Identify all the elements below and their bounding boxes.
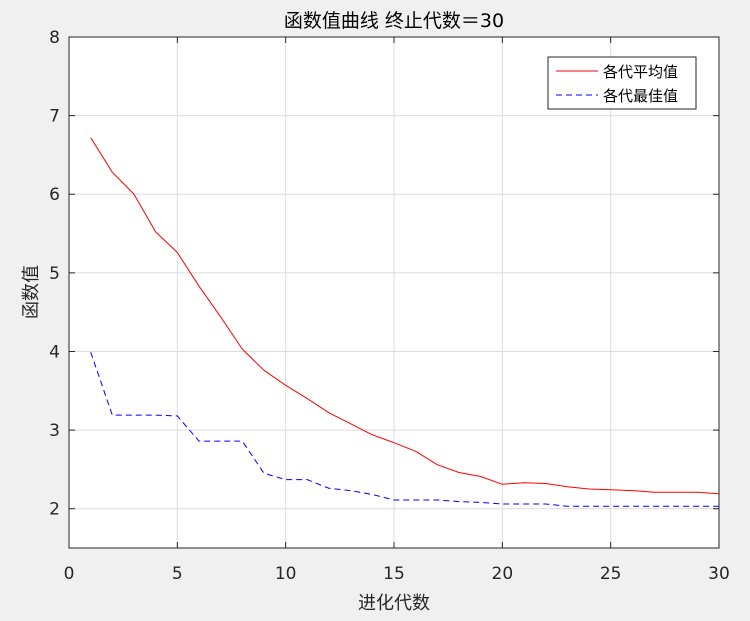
- y-tick-label: 4: [49, 342, 60, 362]
- grid: [69, 37, 719, 548]
- y-axis-label: 函数值: [21, 265, 42, 319]
- x-tick-label: 30: [708, 564, 730, 584]
- y-tick-label: 6: [49, 185, 60, 205]
- y-tick-label: 3: [49, 421, 60, 441]
- legend: 各代平均值 各代最佳值: [547, 56, 697, 110]
- legend-box: [547, 56, 697, 110]
- y-tick-label: 2: [49, 500, 60, 520]
- x-axis-label: 进化代数: [358, 593, 430, 614]
- legend-label-best: 各代最佳值: [603, 87, 678, 105]
- series-layer: [90, 137, 720, 507]
- x-tick-label: 0: [64, 564, 75, 584]
- x-tick-label: 5: [172, 564, 183, 584]
- y-tick-label: 5: [49, 264, 60, 284]
- series-line-best: [90, 352, 719, 507]
- ticks: 0 5 10 15 20 25 30 2 3 4 5 6 7 8: [49, 28, 730, 584]
- y-tick-label: 7: [49, 107, 60, 127]
- series-line-average: [90, 137, 720, 495]
- x-tick-label: 20: [492, 564, 514, 584]
- y-tick-label: 8: [49, 28, 60, 48]
- x-tick-label: 15: [383, 564, 405, 584]
- legend-label-average: 各代平均值: [603, 63, 678, 81]
- x-tick-label: 25: [600, 564, 622, 584]
- x-tick-label: 10: [275, 564, 297, 584]
- chart-title: 函数值曲线 终止代数＝30: [284, 10, 504, 32]
